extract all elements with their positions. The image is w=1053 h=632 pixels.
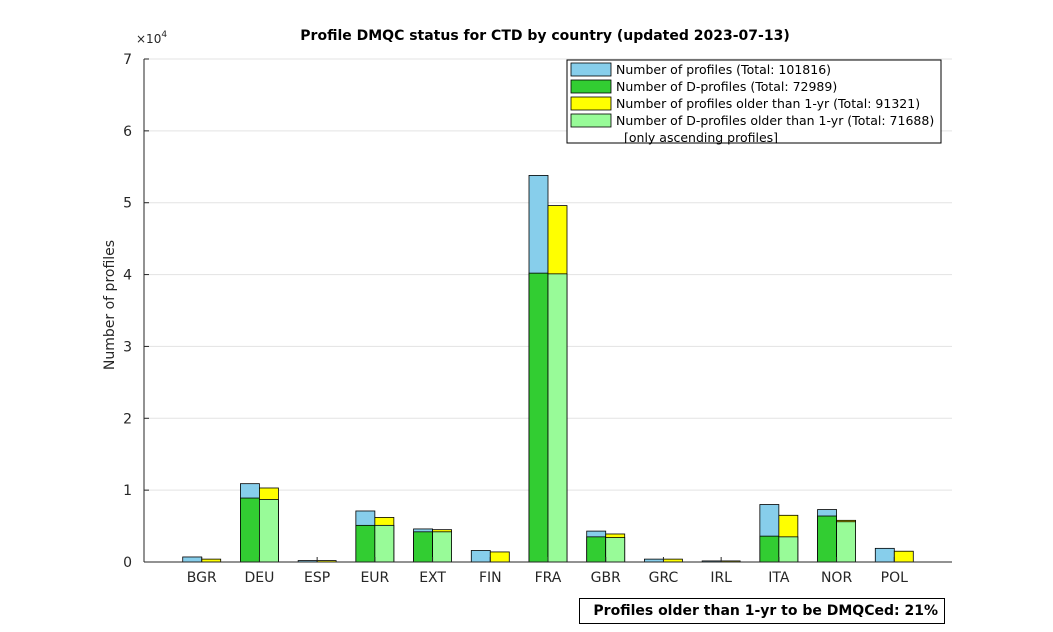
x-tick-label: DEU: [244, 570, 274, 586]
bar-fin: [489, 551, 510, 563]
bar-gbr: [586, 536, 607, 563]
x-tick-label: ITA: [768, 570, 790, 586]
bar-nor: [836, 521, 856, 563]
legend-swatch: [570, 79, 612, 94]
bar-ita: [759, 535, 780, 563]
y-tick-label: 7: [123, 52, 132, 68]
legend-swatch: [570, 62, 612, 77]
x-tick-label: IRL: [710, 570, 732, 586]
bar-ext: [413, 531, 433, 563]
chart-title: Profile DMQC status for CTD by country (…: [300, 28, 789, 44]
y-axis-label: Number of profiles: [102, 240, 118, 370]
bar-eur: [374, 524, 395, 563]
legend-entry-label: Number of profiles (Total: 101816): [616, 62, 831, 77]
bar-ext: [432, 531, 452, 563]
legend-box: [566, 59, 942, 144]
legend: Number of profiles (Total: 101816) Number…: [566, 59, 942, 145]
legend-swatch: [570, 113, 612, 128]
y-tick-label: 4: [123, 268, 132, 284]
bar-fra: [528, 272, 549, 563]
x-tick-label: EUR: [360, 570, 389, 586]
x-tick-label: POL: [881, 570, 908, 586]
dmqc-percentage-text: Profiles older than 1-yr to be DMQCed: 2…: [593, 603, 938, 619]
y-tick-label: 0: [123, 555, 132, 571]
bar-deu: [259, 499, 279, 563]
legend-entry-label: Number of D-profiles older than 1-yr (To…: [616, 113, 934, 128]
x-tick-label: ESP: [304, 570, 330, 586]
y-tick-label: 5: [123, 196, 132, 212]
bar-nor: [817, 515, 837, 563]
y-tick-label: 6: [123, 124, 132, 140]
x-tick-label: BGR: [187, 570, 217, 586]
y-axis-multiplier: ×104: [136, 30, 167, 46]
bars: [182, 175, 914, 563]
bar-pol: [893, 550, 914, 563]
bar-fra: [547, 273, 568, 563]
x-tick-label: FIN: [479, 570, 502, 586]
y-axis-multiplier-base: ×10: [136, 32, 161, 46]
axes: 0 1 2 3 4 5 6 7 BGR DEU ESP EUR EXT FIN FRA GBR GRC IRL IT…: [123, 52, 952, 586]
dmqc-percentage-note: Profiles older than 1-yr to be DMQCed: 2…: [579, 598, 945, 624]
x-tick-label: GBR: [591, 570, 621, 586]
legend-entry-label: Number of D-profiles (Total: 72989): [616, 79, 837, 94]
y-axis-multiplier-exponent: 4: [161, 30, 167, 40]
bar-eur: [355, 524, 376, 563]
y-tick-label: 2: [123, 411, 132, 427]
x-tick-label: FRA: [535, 570, 562, 586]
x-tick-label: NOR: [821, 570, 852, 586]
bar-gbr: [605, 537, 626, 563]
y-tick-label: 1: [123, 483, 132, 499]
x-tick-label: EXT: [419, 570, 446, 586]
bar-deu: [240, 497, 260, 563]
bar-bgr: [182, 556, 203, 563]
y-tick-label: 3: [123, 339, 132, 355]
legend-swatch: [570, 96, 612, 111]
x-tick-label: GRC: [649, 570, 679, 586]
legend-entry-label: Number of profiles older than 1-yr (Tota…: [616, 96, 920, 111]
bar-pol: [874, 547, 895, 563]
bar-fin: [470, 550, 491, 563]
legend-footnote: [only ascending profiles]: [624, 130, 778, 145]
bar-ita: [778, 536, 799, 563]
